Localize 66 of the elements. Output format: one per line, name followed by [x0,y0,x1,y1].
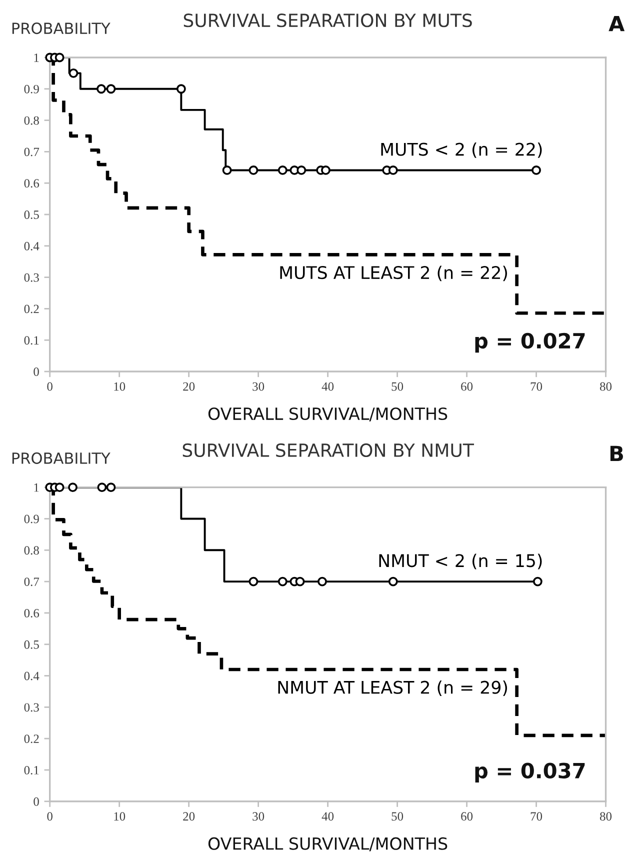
y-tick-label: 0.1 [24,766,39,774]
point [96,84,106,94]
x-tick-label: 20 [183,812,195,821]
y-tick-label: 0.6 [24,179,40,188]
x-tick-label: 80 [600,812,612,821]
y-tick-label: 0.8 [24,546,39,555]
y-tick-label: 0.5 [24,640,39,649]
series-label: NMUT < 2 (n = 15) [379,554,542,570]
y-tick-label: 0.2 [24,734,39,744]
x-tick-label: 0 [47,812,52,821]
y-tick-label: 0.3 [24,703,39,712]
y-tick-label: 0.8 [24,116,39,125]
point [532,166,541,175]
x-tick-label: 30 [252,382,264,391]
y-tick-label: 0.2 [24,304,39,314]
y-tick-label: 0.9 [24,514,39,524]
y-tick-label: 0.3 [24,273,39,282]
x-tick-label: 70 [530,812,542,821]
x-tick-label: 70 [530,382,542,391]
chart-title: SURVIVAL SEPARATION BY NMUT [182,443,474,458]
y-tick-label: 0.4 [24,242,40,250]
chart-title: SURVIVAL SEPARATION BY MUTS [184,14,472,28]
x-tick-label: 10 [114,382,126,391]
x-tick-label: 60 [461,812,473,821]
point [248,166,258,175]
point [176,84,186,94]
annotation: p = 0.027 [475,332,585,353]
point [68,68,78,78]
point [296,166,306,175]
series-label: NMUT AT LEAST 2 (n = 29) [278,680,507,696]
x-tick-label: 30 [252,812,264,821]
x-axis-title: OVERALL SURVIVAL/MONTHS [208,407,448,422]
text: B [610,446,623,462]
point [321,166,330,175]
text: A [608,16,625,32]
point [222,166,232,175]
y-tick-label: 0.6 [24,608,40,618]
x-tick-label: 20 [183,382,195,391]
x-tick-label: 10 [114,812,126,821]
y-tick-label: 0.4 [24,672,40,680]
y-tick-label: 1 [34,54,39,62]
series-label: MUTS < 2 (n = 22) [381,142,542,158]
y-tick-label: 0.9 [24,84,39,94]
x-tick-label: 80 [600,382,612,391]
y-axis-title: PROBABILITY [12,452,110,464]
annotation: p = 0.037 [475,762,585,783]
y-tick-label: 0 [34,368,39,376]
x-tick-label: 60 [461,382,473,391]
y-tick-label: 0.7 [24,148,40,156]
y-tick-label: 0.7 [24,578,40,586]
y-tick-label: 0.1 [24,336,39,345]
y-axis-title: PROBABILITY [12,22,110,34]
y-tick-label: 0 [34,797,39,806]
x-tick-label: 40 [322,382,334,391]
x-tick-label: 50 [392,382,404,391]
x-tick-label: 50 [392,812,404,821]
point [388,166,398,175]
x-axis-title: OVERALL SURVIVAL/MONTHS [208,837,448,852]
y-tick-label: 1 [34,483,39,492]
point [278,166,288,175]
point [106,84,116,94]
y-tick-label: 0.5 [24,210,39,220]
series-label: MUTS AT LEAST 2 (n = 22) [280,266,507,282]
x-tick-label: 0 [47,382,52,391]
point [54,52,64,62]
x-tick-label: 40 [322,812,334,821]
